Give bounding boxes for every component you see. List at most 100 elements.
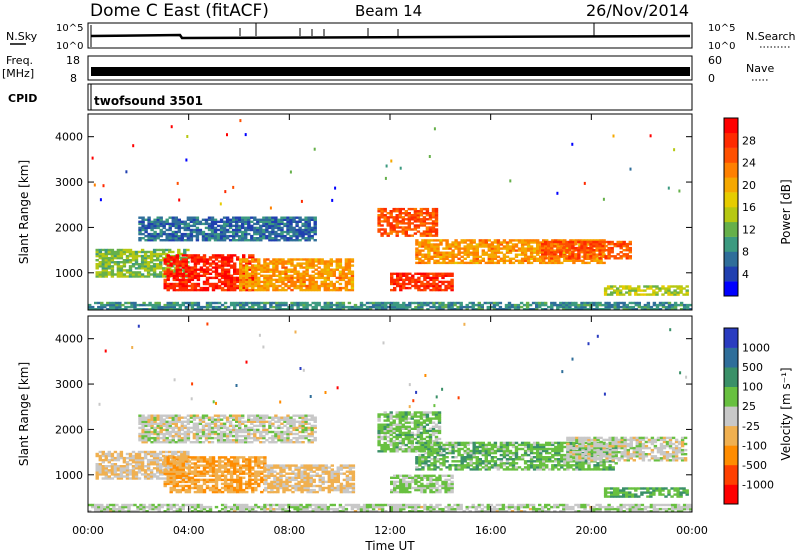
power-cell bbox=[625, 255, 629, 258]
power-cell bbox=[441, 305, 445, 309]
power-cell bbox=[147, 218, 151, 221]
velocity-cell bbox=[110, 452, 115, 456]
velocity-cell bbox=[172, 466, 176, 469]
power-cell bbox=[481, 251, 485, 254]
power-cell bbox=[472, 253, 476, 256]
power-cell bbox=[526, 255, 531, 258]
velocity-cell bbox=[183, 436, 187, 440]
power-cell bbox=[199, 258, 204, 261]
power-cell bbox=[353, 305, 358, 309]
power-cell bbox=[402, 308, 406, 311]
power-cell bbox=[229, 284, 234, 288]
power-cell bbox=[263, 276, 267, 280]
power-cell bbox=[562, 301, 566, 305]
power-cell bbox=[193, 274, 198, 277]
velocity-cell bbox=[242, 456, 246, 459]
power-cell bbox=[266, 288, 270, 292]
power-cell bbox=[607, 251, 611, 254]
power-cell bbox=[390, 305, 394, 309]
power-cell bbox=[284, 303, 288, 307]
power-cell bbox=[172, 262, 176, 265]
power-cell bbox=[568, 305, 572, 309]
power-cell bbox=[295, 224, 299, 228]
power-cell bbox=[568, 246, 572, 250]
power-cell bbox=[568, 257, 572, 260]
velocity-cell bbox=[134, 463, 139, 466]
power-cell bbox=[134, 273, 139, 276]
power-cell bbox=[450, 305, 454, 309]
velocity-cell bbox=[104, 469, 108, 472]
power-speckle bbox=[384, 176, 387, 180]
velocity-cell bbox=[257, 458, 261, 461]
power-cell bbox=[272, 286, 276, 290]
power-cell bbox=[377, 303, 382, 307]
power-cell bbox=[599, 239, 603, 242]
power-cell bbox=[208, 301, 213, 305]
velocity-cell bbox=[138, 436, 142, 440]
power-cell bbox=[426, 276, 430, 280]
power-cell bbox=[637, 303, 641, 307]
power-cell bbox=[235, 232, 239, 236]
power-cell bbox=[150, 222, 154, 226]
velocity-cell bbox=[104, 456, 108, 460]
power-cell bbox=[392, 210, 396, 213]
velocity-cell bbox=[263, 462, 267, 465]
power-cell bbox=[419, 210, 424, 213]
power-cell bbox=[490, 245, 495, 248]
power-cell bbox=[350, 286, 355, 290]
velocity-cell bbox=[172, 458, 176, 461]
velocity-cell bbox=[162, 414, 166, 417]
velocity-cell bbox=[236, 480, 240, 484]
velocity-cell bbox=[223, 478, 228, 482]
power-cell bbox=[344, 258, 349, 261]
power-cell bbox=[195, 237, 200, 240]
velocity-cell bbox=[147, 414, 151, 417]
power-cell bbox=[143, 269, 148, 272]
power-cell bbox=[272, 258, 276, 261]
power-cell bbox=[649, 293, 653, 296]
velocity-cell bbox=[216, 434, 221, 438]
power-cell bbox=[447, 305, 451, 309]
velocity-cell bbox=[190, 480, 195, 484]
velocity-cell bbox=[171, 441, 175, 444]
power-cell bbox=[232, 239, 236, 242]
power-cell bbox=[214, 286, 219, 290]
power-cell bbox=[104, 267, 108, 270]
power-cell bbox=[181, 274, 185, 277]
power-cell bbox=[247, 226, 251, 230]
power-cell bbox=[305, 264, 309, 267]
power-cell bbox=[193, 266, 198, 269]
power-cell bbox=[338, 278, 343, 282]
power-cell bbox=[192, 230, 197, 234]
velocity-cell bbox=[223, 468, 228, 471]
power-cell bbox=[438, 301, 442, 305]
velocity-cell bbox=[251, 474, 255, 477]
power-cell bbox=[233, 278, 237, 282]
velocity-cell bbox=[180, 422, 184, 425]
power-cell bbox=[289, 216, 293, 219]
power-cell bbox=[434, 216, 439, 219]
power-cell bbox=[347, 288, 352, 292]
velocity-cell bbox=[186, 439, 191, 442]
power-cell bbox=[152, 271, 157, 274]
power-cell bbox=[174, 226, 178, 230]
velocity-cell bbox=[280, 418, 284, 421]
velocity-cell bbox=[242, 490, 246, 494]
power-cell bbox=[326, 308, 330, 311]
power-cell bbox=[634, 293, 638, 296]
velocity-cell bbox=[152, 450, 157, 454]
power-cell bbox=[122, 273, 127, 276]
power-cell bbox=[326, 260, 330, 263]
power-cell bbox=[589, 257, 593, 260]
velocity-cell bbox=[208, 488, 213, 492]
power-cell bbox=[290, 270, 294, 273]
power-cell bbox=[271, 230, 275, 234]
power-cell bbox=[386, 212, 390, 215]
power-cell bbox=[289, 237, 293, 240]
velocity-cell bbox=[238, 422, 242, 425]
power-cell bbox=[536, 243, 540, 246]
velocity-cell bbox=[220, 456, 225, 459]
power-cell bbox=[571, 240, 575, 244]
power-cell bbox=[571, 257, 575, 260]
power-cell bbox=[578, 259, 582, 262]
